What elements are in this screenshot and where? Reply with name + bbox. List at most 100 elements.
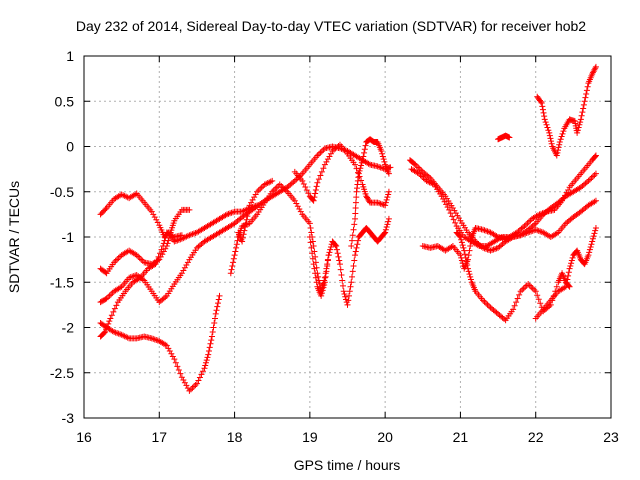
plus-marker — [562, 283, 569, 290]
plus-marker — [353, 194, 360, 201]
plus-marker — [379, 153, 386, 160]
plus-marker — [240, 231, 247, 238]
plus-marker — [466, 247, 473, 254]
plus-marker — [161, 237, 168, 244]
plus-marker — [559, 130, 566, 137]
plus-marker — [308, 244, 315, 251]
plus-marker — [579, 109, 586, 116]
plus-marker — [358, 162, 365, 169]
plus-marker — [546, 132, 553, 139]
plus-marker — [583, 87, 590, 94]
plus-marker — [104, 323, 111, 330]
plus-marker — [243, 216, 250, 223]
plus-marker — [192, 382, 199, 389]
plus-marker — [339, 277, 346, 284]
plus-marker — [317, 172, 324, 179]
plus-marker — [522, 283, 529, 290]
plus-marker — [333, 246, 340, 253]
plus-marker — [102, 329, 109, 336]
plus-marker — [336, 261, 343, 268]
plus-marker — [190, 383, 197, 390]
plus-marker — [458, 236, 465, 243]
plus-marker — [233, 241, 240, 248]
plus-marker — [321, 279, 328, 286]
plus-marker — [461, 251, 468, 258]
series-track-h — [291, 141, 392, 209]
plus-marker — [327, 150, 334, 157]
plus-marker — [346, 288, 353, 295]
plus-marker — [112, 257, 119, 264]
plus-marker — [160, 240, 167, 247]
plus-marker — [160, 243, 167, 250]
plus-marker — [180, 267, 187, 274]
plus-marker — [323, 268, 330, 275]
plus-marker — [358, 159, 365, 166]
series-track-g — [235, 177, 276, 245]
plus-marker — [322, 273, 329, 280]
x-tick-label: 17 — [151, 429, 167, 445]
y-tick-label: 1 — [66, 48, 74, 64]
plus-marker — [359, 157, 366, 164]
plus-marker — [312, 270, 319, 277]
plus-marker — [257, 185, 264, 192]
plus-marker — [557, 136, 564, 143]
plus-marker — [384, 221, 391, 228]
plus-marker — [105, 320, 112, 327]
plus-marker — [180, 376, 187, 383]
plus-marker — [255, 187, 262, 194]
plus-marker — [293, 200, 300, 207]
plus-marker — [362, 142, 369, 149]
plus-marker — [196, 374, 203, 381]
plus-marker — [484, 301, 491, 308]
plus-marker — [202, 359, 209, 366]
plus-marker — [171, 356, 178, 363]
plus-marker — [456, 233, 463, 240]
plus-marker — [465, 268, 472, 275]
plus-marker — [567, 262, 574, 269]
plus-marker — [216, 292, 223, 299]
plus-marker — [309, 255, 316, 262]
plus-marker — [315, 151, 322, 158]
plus-marker — [534, 292, 541, 299]
plus-marker — [320, 284, 327, 291]
plus-marker — [299, 177, 306, 184]
plus-marker — [352, 210, 359, 217]
plus-marker — [381, 158, 388, 165]
plus-marker — [577, 116, 584, 123]
plus-marker — [339, 282, 346, 289]
plus-marker — [588, 241, 595, 248]
plus-marker — [153, 216, 160, 223]
plus-marker — [303, 187, 310, 194]
plus-marker — [249, 196, 256, 203]
plus-marker — [516, 291, 523, 298]
plus-marker — [326, 249, 333, 256]
plus-marker — [580, 101, 587, 108]
plus-marker — [585, 252, 592, 259]
plus-marker — [341, 291, 348, 298]
plus-marker — [519, 286, 526, 293]
plus-marker — [574, 127, 581, 134]
plus-marker — [526, 282, 533, 289]
plus-marker — [178, 232, 185, 239]
plus-marker — [588, 174, 595, 181]
x-tick-label: 23 — [603, 429, 619, 445]
y-tick-label: -2.5 — [50, 365, 74, 381]
plus-marker — [199, 368, 206, 375]
plus-marker — [582, 94, 589, 101]
plus-marker — [354, 241, 361, 248]
plus-marker — [324, 257, 331, 264]
plus-marker — [231, 252, 238, 259]
plus-marker — [554, 147, 561, 154]
plus-marker — [525, 218, 532, 225]
plus-marker — [181, 264, 188, 271]
plus-marker — [547, 135, 554, 142]
plus-marker — [548, 140, 555, 147]
plus-marker — [152, 261, 159, 268]
plus-marker — [378, 148, 385, 155]
plus-marker — [463, 258, 470, 265]
y-tick-label: 0 — [66, 139, 74, 155]
plus-marker — [513, 299, 520, 306]
plus-marker — [234, 237, 241, 244]
plus-marker — [325, 252, 332, 259]
plus-marker — [252, 191, 259, 198]
